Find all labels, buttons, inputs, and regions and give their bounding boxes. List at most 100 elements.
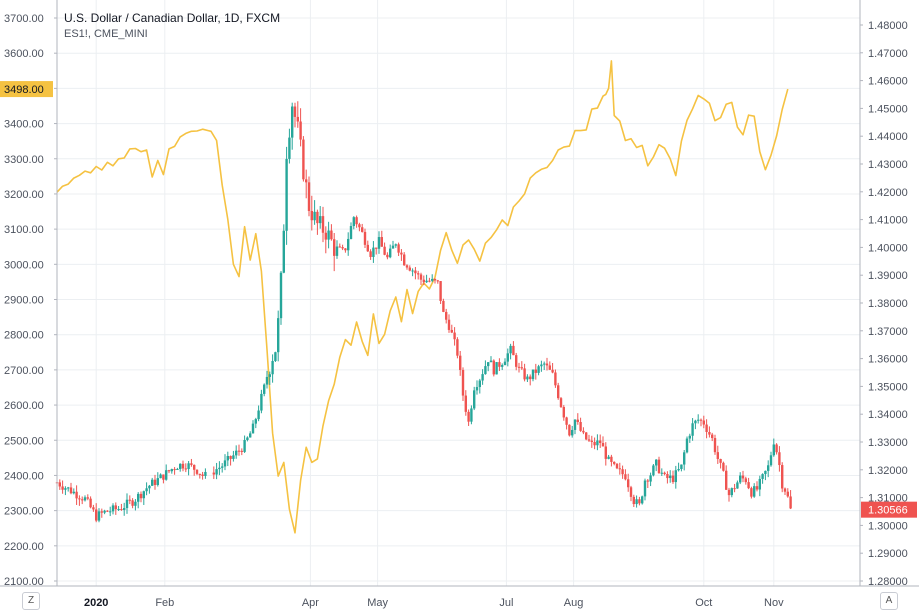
candle-body	[540, 364, 543, 367]
candle-body	[537, 366, 540, 373]
candle-body	[498, 362, 501, 367]
candle-body	[111, 505, 115, 512]
candle-body	[394, 244, 397, 246]
candle-body	[685, 438, 689, 453]
left-price-axis[interactable]: 3700.003600.003500.003400.003300.003200.…	[0, 0, 58, 588]
candle-body	[86, 497, 89, 499]
candle-body	[425, 280, 428, 283]
left-tick-label: 3300.00	[4, 154, 44, 166]
candle-body	[139, 493, 143, 499]
candle-body	[69, 487, 73, 494]
candle-body	[445, 311, 448, 320]
right-tick-label: 1.33000	[868, 437, 908, 449]
left-tick-label: 2400.00	[4, 470, 44, 482]
candle-body	[775, 444, 778, 453]
candle-body	[674, 470, 677, 483]
candle-body	[67, 487, 70, 489]
candle-body	[635, 499, 638, 505]
candle-body	[758, 478, 761, 490]
candle-body	[433, 278, 437, 281]
candle-body	[727, 489, 731, 496]
left-tick-label: 2500.00	[4, 435, 44, 447]
left-tick-label: 2600.00	[4, 400, 44, 412]
candle-body	[509, 345, 512, 354]
candle-body	[571, 429, 574, 436]
candle-body	[324, 232, 327, 240]
candle-body	[478, 380, 481, 388]
candle-body	[772, 444, 775, 456]
candle-body	[181, 463, 185, 469]
candle-body	[716, 452, 719, 459]
candle-body	[254, 419, 257, 424]
candle-body	[543, 363, 546, 365]
candle-body	[268, 374, 271, 377]
candle-body	[652, 465, 655, 476]
candle-body	[769, 455, 773, 466]
candle-body	[123, 508, 126, 510]
candle-body	[355, 217, 358, 225]
right-price-axis[interactable]: 1.48000 1.47000 1.46000 1.45000 1.44000 1.430…	[859, 0, 917, 588]
candle-body	[173, 469, 176, 471]
candle-body	[789, 496, 792, 509]
time-tick-label: Oct	[695, 597, 712, 609]
candle-body	[562, 406, 565, 418]
candle-body	[274, 352, 277, 362]
candle-body	[414, 270, 417, 274]
candle-body	[515, 355, 518, 367]
candle-body	[92, 507, 95, 510]
candle-body	[456, 339, 459, 356]
candle-body	[179, 463, 182, 469]
candle-body	[632, 496, 635, 505]
candle-body	[162, 474, 165, 480]
candle-body	[198, 473, 201, 475]
candle-body	[386, 254, 389, 258]
candle-body	[755, 486, 759, 490]
candle-body	[72, 491, 75, 494]
candle-body	[666, 474, 669, 479]
candle-body	[349, 226, 353, 239]
candle-body	[417, 273, 420, 275]
right-tick-label: 1.36000	[868, 354, 908, 366]
candle-body	[282, 230, 285, 273]
candle-body	[722, 462, 725, 471]
candle-body	[579, 422, 582, 431]
candle-body	[495, 362, 498, 375]
candle-body	[237, 450, 241, 452]
candle-body	[232, 455, 235, 459]
auto-scale-button[interactable]: Z	[22, 592, 40, 610]
candle-body	[187, 463, 190, 470]
candle-body	[548, 365, 551, 370]
candle-body	[428, 280, 431, 282]
time-axis[interactable]: 2020 Feb Apr May Jul Aug Oct Nov	[0, 585, 919, 609]
candle-body	[148, 485, 151, 489]
candle-body	[218, 467, 221, 470]
candle-body	[103, 510, 106, 513]
candle-body	[296, 116, 299, 122]
chart-grid	[57, 0, 860, 586]
time-tick-label: Jul	[499, 597, 513, 609]
candle-body	[285, 158, 288, 231]
candle-body	[705, 424, 708, 433]
candle-body	[411, 270, 414, 272]
candle-body	[719, 458, 722, 463]
candle-body	[319, 216, 322, 224]
candle-body	[618, 468, 621, 470]
candle-body	[397, 244, 400, 253]
left-tick-label: 3400.00	[4, 119, 44, 131]
left-last-value-badge	[0, 81, 53, 98]
candle-body	[408, 267, 411, 271]
candle-body	[599, 440, 602, 444]
candle-body	[61, 486, 64, 490]
candle-body	[439, 281, 442, 301]
candle-body	[641, 496, 644, 504]
candle-body	[708, 432, 711, 435]
candle-body	[534, 369, 537, 373]
candle-body	[753, 486, 756, 497]
candle-body	[464, 395, 467, 412]
candle-body	[781, 465, 784, 489]
auto-scale-right-button[interactable]: A	[880, 592, 898, 610]
candle-body	[117, 508, 120, 510]
candle-body	[89, 498, 92, 508]
candle-body	[131, 500, 134, 506]
candle-body	[341, 247, 344, 249]
